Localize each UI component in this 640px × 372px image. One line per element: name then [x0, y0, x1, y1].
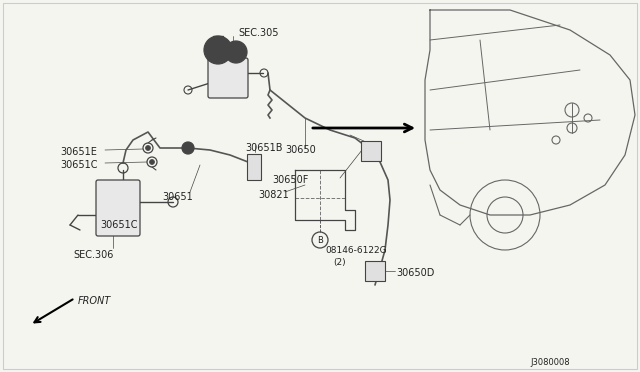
Text: FRONT: FRONT [78, 296, 111, 306]
FancyBboxPatch shape [208, 58, 248, 98]
Circle shape [150, 160, 154, 164]
Circle shape [204, 36, 232, 64]
Text: 30651C: 30651C [100, 220, 138, 230]
Circle shape [182, 142, 194, 154]
Text: 30821: 30821 [258, 190, 289, 200]
Text: SEC.306: SEC.306 [73, 250, 113, 260]
Text: 30651: 30651 [162, 192, 193, 202]
Circle shape [225, 41, 247, 63]
Text: 30651C: 30651C [60, 160, 97, 170]
FancyBboxPatch shape [247, 154, 261, 180]
Text: B: B [317, 235, 323, 244]
Circle shape [145, 145, 150, 151]
Text: J3080008: J3080008 [530, 358, 570, 367]
Text: (2): (2) [333, 258, 346, 267]
FancyBboxPatch shape [96, 180, 140, 236]
FancyBboxPatch shape [365, 261, 385, 281]
Text: 30650D: 30650D [396, 268, 435, 278]
Text: 30650: 30650 [285, 145, 316, 155]
Text: 30650F: 30650F [272, 175, 308, 185]
FancyBboxPatch shape [361, 141, 381, 161]
Text: 30651E: 30651E [60, 147, 97, 157]
Text: 08146-6122G: 08146-6122G [325, 246, 387, 255]
Text: SEC.305: SEC.305 [238, 28, 278, 38]
Text: 30651B: 30651B [245, 143, 282, 153]
